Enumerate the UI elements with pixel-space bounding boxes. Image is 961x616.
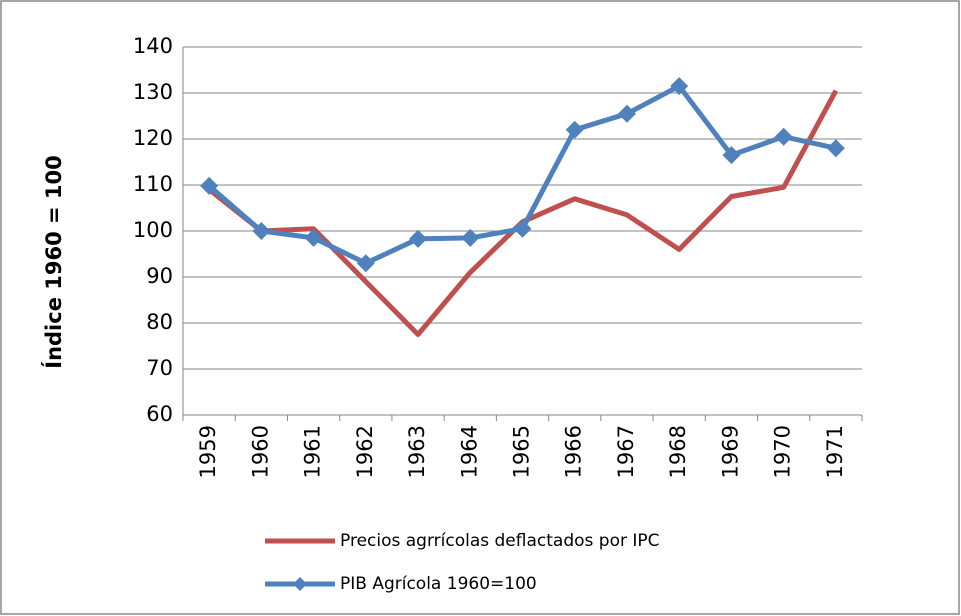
marker (200, 176, 219, 195)
marker (826, 139, 845, 158)
y-tick-label: 70 (146, 356, 173, 380)
x-tick-label: 1960 (248, 425, 272, 478)
marker (356, 254, 375, 273)
marker (304, 228, 323, 247)
x-tick-label: 1959 (196, 425, 220, 478)
marker (461, 228, 480, 247)
marker (617, 104, 636, 123)
marker (722, 146, 741, 165)
y-tick-label: 140 (133, 34, 173, 58)
y-axis-label: Índice 1960 = 100 (41, 155, 66, 369)
x-tick-label: 1963 (405, 425, 429, 478)
x-tick-label: 1968 (666, 425, 690, 478)
marker (252, 222, 271, 240)
y-tick-label: 60 (146, 402, 173, 426)
y-tick-label: 100 (133, 218, 173, 242)
x-tick-label: 1966 (562, 425, 586, 478)
x-tick-label: 1969 (718, 425, 742, 478)
y-tick-label: 110 (133, 172, 173, 196)
x-tick-label: 1967 (614, 425, 638, 478)
marker (409, 229, 428, 248)
x-tick-label: 1962 (353, 425, 377, 478)
y-tick-label: 120 (133, 126, 173, 150)
y-tick-label: 90 (146, 264, 173, 288)
y-tick-label: 130 (133, 80, 173, 104)
marker (513, 219, 532, 238)
marker (565, 120, 584, 139)
x-tick-label: 1965 (510, 425, 534, 478)
marker (774, 127, 793, 146)
x-tick-label: 1961 (301, 425, 325, 478)
marker (670, 77, 689, 96)
x-tick-label: 1964 (457, 425, 481, 478)
legend-label: PIB Agrícola 1960=100 (340, 574, 537, 594)
x-tick-label: 1970 (771, 425, 795, 478)
y-tick-label: 80 (146, 310, 173, 334)
legend-marker (293, 577, 307, 591)
x-tick-label: 1971 (823, 425, 847, 478)
legend-label: Precios agrrícolas deflactados por IPC (340, 531, 660, 551)
